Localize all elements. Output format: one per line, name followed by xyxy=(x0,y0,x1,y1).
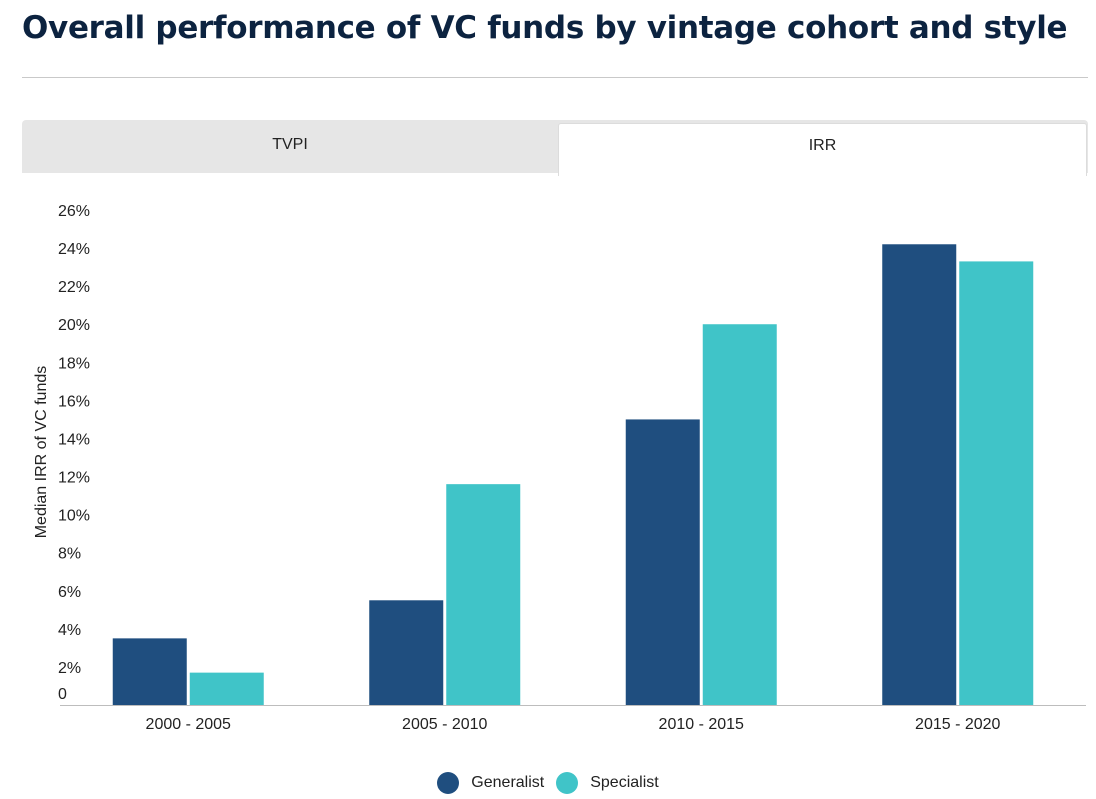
x-tick-label: 2010 - 2015 xyxy=(659,716,745,733)
legend-label-specialist: Specialist xyxy=(590,774,659,791)
y-tick-label: 0 xyxy=(58,686,67,703)
y-tick-label: 20% xyxy=(58,317,90,334)
y-tick-label: 24% xyxy=(58,241,90,258)
tab-irr[interactable]: IRR xyxy=(558,123,1087,176)
legend-item-specialist[interactable]: Specialist xyxy=(556,772,659,794)
x-tick-label: 2015 - 2020 xyxy=(915,716,1001,733)
legend-label-generalist: Generalist xyxy=(471,774,545,791)
tab-bar: TVPI IRR xyxy=(22,120,1088,176)
x-tick-label: 2000 - 2005 xyxy=(146,716,232,733)
bar-generalist xyxy=(112,638,187,705)
y-tick-label: 14% xyxy=(58,431,90,448)
y-tick-label: 6% xyxy=(58,584,81,601)
bar-specialist xyxy=(189,672,264,705)
x-tick-label: 2005 - 2010 xyxy=(402,716,488,733)
y-tick-label: 8% xyxy=(58,546,81,563)
bar-generalist xyxy=(882,244,957,705)
y-tick-label: 26% xyxy=(58,203,90,220)
bar-generalist xyxy=(625,419,700,705)
chart-legend: Generalist Specialist xyxy=(0,771,1096,795)
legend-item-generalist[interactable]: Generalist xyxy=(437,772,544,794)
y-tick-label: 22% xyxy=(58,279,90,296)
y-tick-label: 10% xyxy=(58,508,90,525)
y-tick-label: 2% xyxy=(58,660,81,677)
legend-swatch-specialist xyxy=(556,772,579,794)
bar-specialist xyxy=(702,324,777,705)
y-tick-label: 18% xyxy=(58,355,90,372)
y-tick-label: 4% xyxy=(58,622,81,639)
bar-specialist xyxy=(959,261,1034,705)
title-divider xyxy=(22,77,1088,78)
y-tick-label: 12% xyxy=(58,470,90,487)
tab-tvpi[interactable]: TVPI xyxy=(272,136,308,153)
page-title: Overall performance of VC funds by vinta… xyxy=(22,10,1068,46)
bar-specialist xyxy=(446,484,521,705)
legend-swatch-generalist xyxy=(437,772,460,794)
bar-generalist xyxy=(369,600,444,705)
y-tick-label: 16% xyxy=(58,393,90,410)
y-axis-label: Median IRR of VC funds xyxy=(33,366,50,539)
